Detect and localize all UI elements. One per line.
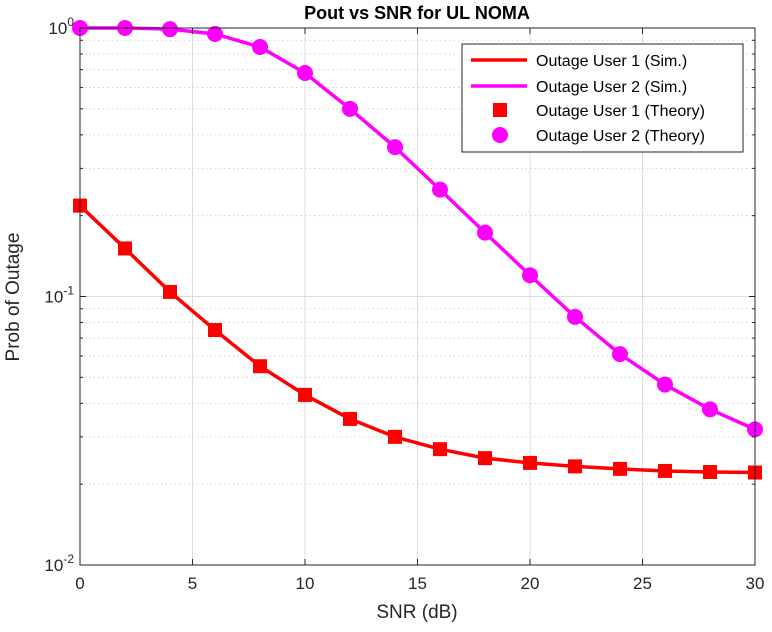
y-tick-labels: 100 10-1 10-2 xyxy=(44,15,74,575)
legend-box xyxy=(461,43,744,153)
data-point-circle xyxy=(477,224,493,241)
y-tick-label: 10-1 xyxy=(44,284,74,307)
data-point-circle xyxy=(297,64,313,81)
x-tick-label: 30 xyxy=(746,574,765,593)
series-4 xyxy=(72,20,763,438)
legend-square-marker xyxy=(493,103,507,117)
data-point-square xyxy=(298,387,312,402)
x-tick-label: 0 xyxy=(75,574,84,593)
legend-entry-user2-theory: Outage User 2 (Theory) xyxy=(492,127,705,145)
data-point-circle xyxy=(612,346,628,363)
x-tick-label: 15 xyxy=(408,574,427,593)
y-axis-label: Prob of Outage xyxy=(3,233,24,362)
series-1 xyxy=(78,204,756,475)
data-point-square xyxy=(568,459,582,474)
x-tick-label: 25 xyxy=(633,574,652,593)
series-line xyxy=(78,204,756,475)
data-point-square xyxy=(658,463,672,478)
data-point-circle xyxy=(432,181,448,198)
axis-ticks xyxy=(79,28,756,566)
data-point-circle xyxy=(252,38,268,55)
data-point-square xyxy=(163,284,177,299)
data-point-square xyxy=(343,411,357,426)
legend-entry-user1-sim: Outage User 1 (Sim.) xyxy=(471,53,687,70)
data-point-square xyxy=(253,359,267,374)
data-point-square xyxy=(433,442,447,457)
x-tick-labels: 0 5 10 15 20 25 30 xyxy=(75,574,764,593)
data-point-square xyxy=(523,455,537,470)
data-point-square xyxy=(118,241,132,256)
data-point-square xyxy=(703,465,717,480)
legend: Outage User 1 (Sim.) Outage User 2 (Sim.… xyxy=(461,43,744,153)
legend-circle-marker xyxy=(492,127,508,143)
data-point-square xyxy=(613,461,627,476)
data-point-square xyxy=(478,451,492,466)
data-point-circle xyxy=(387,139,403,156)
y-tick-label: 10-2 xyxy=(44,552,74,575)
legend-label-user2-sim: Outage User 2 (Sim.) xyxy=(536,79,687,96)
legend-entry-user2-sim: Outage User 2 (Sim.) xyxy=(471,79,687,96)
data-point-circle xyxy=(657,376,673,393)
chart-title: Pout vs SNR for UL NOMA xyxy=(304,3,530,23)
data-point-circle xyxy=(702,401,718,418)
legend-label-user2-theory: Outage User 2 (Theory) xyxy=(536,128,705,145)
x-axis-label: SNR (dB) xyxy=(376,602,457,623)
x-tick-label: 10 xyxy=(296,574,315,593)
data-point-circle xyxy=(162,21,178,38)
data-point-circle xyxy=(522,267,538,284)
legend-label-user1-theory: Outage User 1 (Theory) xyxy=(536,103,705,120)
y-tick-label: 100 xyxy=(48,15,74,38)
data-point-square xyxy=(208,323,222,338)
data-point-circle xyxy=(342,100,358,117)
data-point-square xyxy=(388,429,402,444)
x-tick-label: 20 xyxy=(521,574,540,593)
data-point-circle xyxy=(567,308,583,325)
x-tick-label: 5 xyxy=(188,574,197,593)
legend-label-user1-sim: Outage User 1 (Sim.) xyxy=(536,53,687,70)
legend-entry-user1-theory: Outage User 1 (Theory) xyxy=(493,103,705,120)
data-point-circle xyxy=(207,25,223,42)
